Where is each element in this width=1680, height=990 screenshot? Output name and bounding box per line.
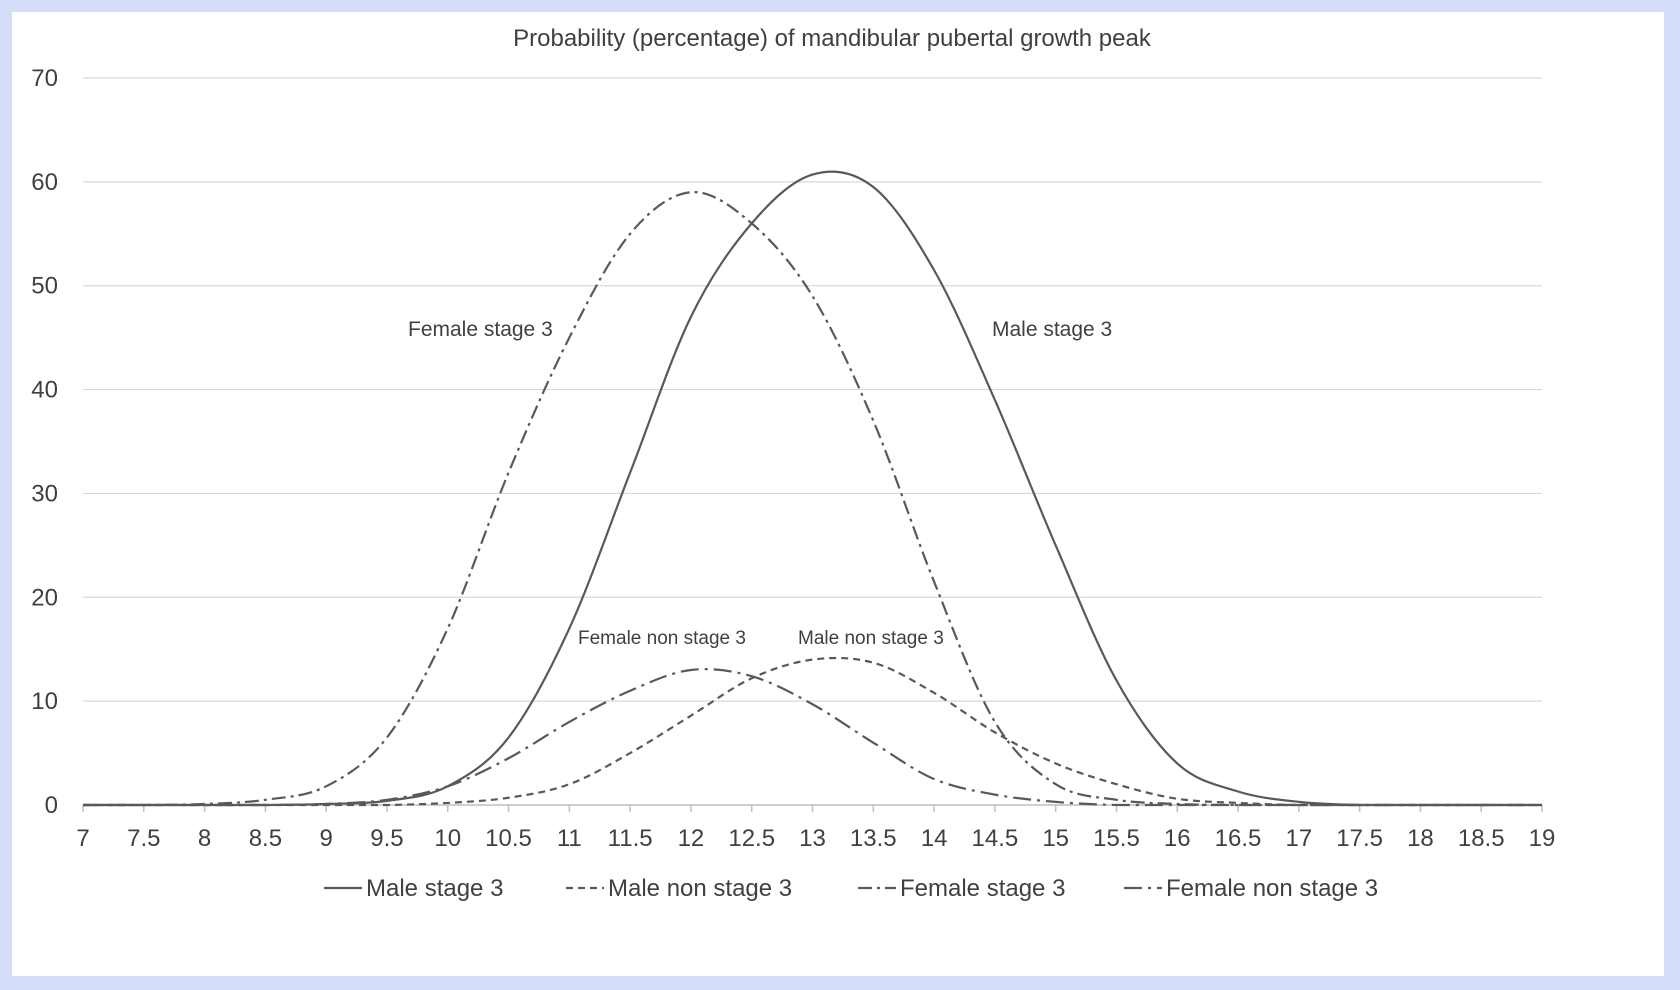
series-line-female-non-stage-3 [83, 668, 1542, 807]
x-tick-label: 14.5 [972, 825, 1019, 852]
annotation-male-non-stage-3: Male non stage 3 [798, 628, 944, 649]
chart-title: Probability (percentage) of mandibular p… [513, 25, 1152, 52]
x-tick-label: 13.5 [850, 825, 897, 852]
x-tick-label: 12 [678, 825, 705, 852]
x-tick-label: 15 [1042, 825, 1069, 852]
legend-label-male-non-stage-3: Male non stage 3 [608, 875, 792, 902]
x-tick-label: 18.5 [1458, 825, 1505, 852]
x-tick-label: 17.5 [1336, 825, 1383, 852]
y-tick-label: 70 [31, 65, 58, 92]
x-tick-label: 8 [198, 825, 211, 852]
x-tick-label: 9 [319, 825, 332, 852]
x-tick-label: 15.5 [1093, 825, 1140, 852]
x-axis-ticks: 7 7.5 8 8.5 9 9.5 10 10.5 11 11.5 12 12.5 13 13.5 14 14… [76, 805, 1555, 852]
line-chart: Probability (percentage) of mandibular p… [31, 25, 1555, 902]
gridlines [83, 77, 1542, 806]
series-line-female-stage-3 [83, 191, 1542, 807]
y-tick-label: 10 [31, 688, 58, 715]
y-tick-label: 50 [31, 273, 58, 300]
series-line-male-stage-3 [83, 170, 1542, 807]
x-tick-label: 13 [799, 825, 826, 852]
series-line-male-non-stage-3 [83, 656, 1542, 807]
y-tick-label: 20 [31, 584, 58, 611]
y-tick-label: 30 [31, 480, 58, 507]
legend-label-male-stage-3: Male stage 3 [366, 875, 503, 902]
x-tick-label: 8.5 [249, 825, 282, 852]
x-tick-label: 19 [1529, 825, 1556, 852]
y-tick-label: 0 [45, 792, 58, 819]
annotation-male-stage-3: Male stage 3 [992, 318, 1112, 341]
y-axis-ticks: 0 10 20 30 40 50 60 70 [31, 65, 58, 819]
x-tick-label: 16 [1164, 825, 1191, 852]
series-lines [83, 170, 1542, 807]
legend-label-female-stage-3: Female stage 3 [900, 875, 1065, 902]
x-tick-label: 11 [557, 825, 582, 852]
x-tick-label: 7 [76, 825, 89, 852]
x-tick-label: 17 [1285, 825, 1312, 852]
annotations: Female stage 3 Male stage 3 Female non s… [408, 318, 1112, 649]
annotation-female-non-stage-3: Female non stage 3 [578, 628, 746, 649]
annotation-female-stage-3: Female stage 3 [408, 318, 553, 341]
chart-frame: Probability (percentage) of mandibular p… [12, 12, 1664, 976]
x-tick-label: 10 [434, 825, 461, 852]
x-tick-label: 18 [1407, 825, 1434, 852]
y-tick-label: 40 [31, 377, 58, 404]
x-tick-label: 12.5 [728, 825, 775, 852]
x-tick-label: 10.5 [485, 825, 532, 852]
x-tick-label: 16.5 [1215, 825, 1262, 852]
legend: Male stage 3 Male non stage 3 Female stage… [324, 875, 1378, 902]
x-tick-label: 11.5 [608, 825, 653, 852]
x-tick-label: 14 [921, 825, 948, 852]
x-tick-label: 7.5 [127, 825, 160, 852]
legend-label-female-non-stage-3: Female non stage 3 [1166, 875, 1378, 902]
x-tick-label: 9.5 [370, 825, 403, 852]
y-tick-label: 60 [31, 169, 58, 196]
